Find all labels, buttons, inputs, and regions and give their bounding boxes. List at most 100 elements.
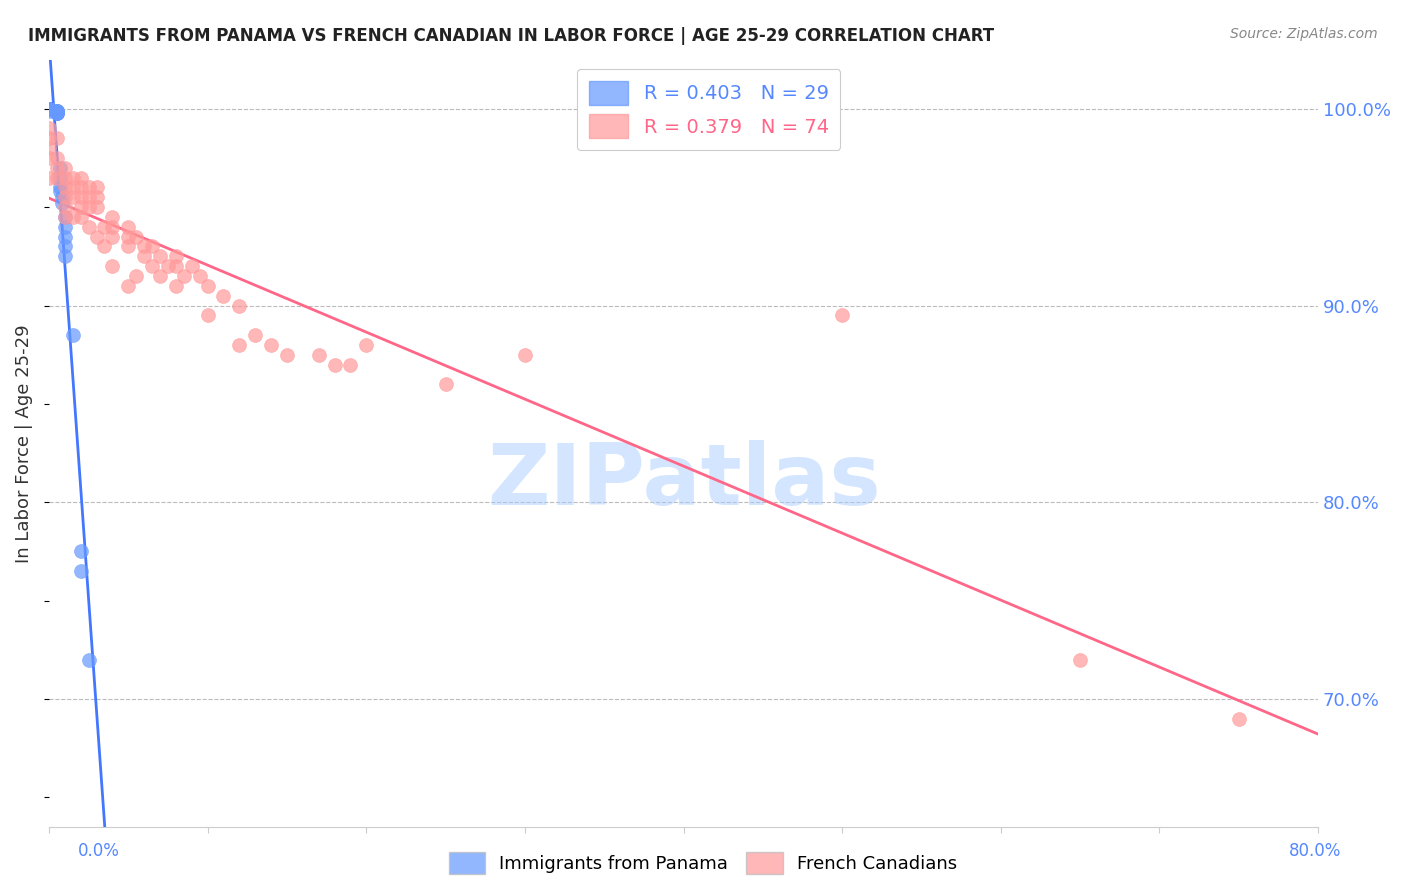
Point — [173, 268, 195, 283]
Point — [77, 652, 100, 666]
Point — [51, 196, 73, 211]
Point — [53, 200, 76, 214]
Point — [49, 185, 72, 199]
Point — [86, 229, 108, 244]
Point — [165, 249, 187, 263]
Point — [165, 259, 187, 273]
Point — [49, 170, 72, 185]
Point — [45, 105, 67, 120]
Point — [53, 229, 76, 244]
Point — [69, 200, 91, 214]
Point — [53, 190, 76, 204]
Point — [62, 170, 84, 185]
Point — [434, 377, 457, 392]
Point — [276, 348, 298, 362]
Point — [188, 268, 211, 283]
Point — [141, 259, 163, 273]
Point — [38, 141, 60, 155]
Point — [77, 180, 100, 194]
Point — [38, 102, 60, 116]
Point — [69, 210, 91, 224]
Point — [38, 103, 60, 118]
Point — [831, 309, 853, 323]
Point — [45, 170, 67, 185]
Point — [101, 229, 124, 244]
Point — [212, 288, 235, 302]
Legend: R = 0.403   N = 29, R = 0.379   N = 74: R = 0.403 N = 29, R = 0.379 N = 74 — [578, 70, 841, 150]
Point — [339, 358, 361, 372]
Point — [180, 259, 202, 273]
Point — [101, 259, 124, 273]
Point — [69, 564, 91, 578]
Point — [38, 170, 60, 185]
Point — [53, 239, 76, 253]
Point — [45, 161, 67, 175]
Point — [93, 219, 115, 234]
Point — [197, 309, 219, 323]
Point — [117, 239, 139, 253]
Point — [69, 190, 91, 204]
Point — [49, 161, 72, 175]
Text: Source: ZipAtlas.com: Source: ZipAtlas.com — [1230, 27, 1378, 41]
Point — [86, 190, 108, 204]
Point — [53, 180, 76, 194]
Point — [53, 249, 76, 263]
Point — [134, 239, 156, 253]
Point — [228, 299, 250, 313]
Point — [101, 219, 124, 234]
Point — [53, 170, 76, 185]
Point — [86, 180, 108, 194]
Point — [513, 348, 536, 362]
Point — [38, 151, 60, 165]
Point — [260, 338, 283, 352]
Point — [86, 200, 108, 214]
Point — [69, 170, 91, 185]
Point — [38, 102, 60, 116]
Y-axis label: In Labor Force | Age 25-29: In Labor Force | Age 25-29 — [15, 324, 32, 563]
Point — [51, 190, 73, 204]
Point — [45, 103, 67, 118]
Point — [156, 259, 179, 273]
Text: IMMIGRANTS FROM PANAMA VS FRENCH CANADIAN IN LABOR FORCE | AGE 25-29 CORRELATION: IMMIGRANTS FROM PANAMA VS FRENCH CANADIA… — [28, 27, 994, 45]
Point — [38, 102, 60, 116]
Point — [117, 229, 139, 244]
Point — [69, 180, 91, 194]
Point — [45, 103, 67, 118]
Point — [125, 229, 148, 244]
Point — [77, 200, 100, 214]
Point — [62, 190, 84, 204]
Text: ZIPatlas: ZIPatlas — [486, 440, 880, 523]
Point — [77, 219, 100, 234]
Point — [117, 278, 139, 293]
Point — [134, 249, 156, 263]
Point — [38, 102, 60, 116]
Point — [77, 190, 100, 204]
Point — [141, 239, 163, 253]
Point — [149, 249, 172, 263]
Point — [38, 131, 60, 145]
Point — [117, 219, 139, 234]
Point — [308, 348, 330, 362]
Point — [38, 102, 60, 116]
Point — [45, 105, 67, 120]
Point — [197, 278, 219, 293]
Point — [45, 151, 67, 165]
Point — [53, 210, 76, 224]
Point — [45, 105, 67, 120]
Text: 80.0%: 80.0% — [1288, 842, 1341, 860]
Point — [62, 210, 84, 224]
Point — [125, 268, 148, 283]
Point — [356, 338, 378, 352]
Point — [69, 544, 91, 558]
Point — [62, 180, 84, 194]
Text: 0.0%: 0.0% — [77, 842, 120, 860]
Point — [93, 239, 115, 253]
Point — [53, 161, 76, 175]
Point — [323, 358, 346, 372]
Point — [101, 210, 124, 224]
Point — [53, 210, 76, 224]
Point — [49, 180, 72, 194]
Point — [38, 121, 60, 136]
Legend: Immigrants from Panama, French Canadians: Immigrants from Panama, French Canadians — [440, 843, 966, 883]
Point — [228, 338, 250, 352]
